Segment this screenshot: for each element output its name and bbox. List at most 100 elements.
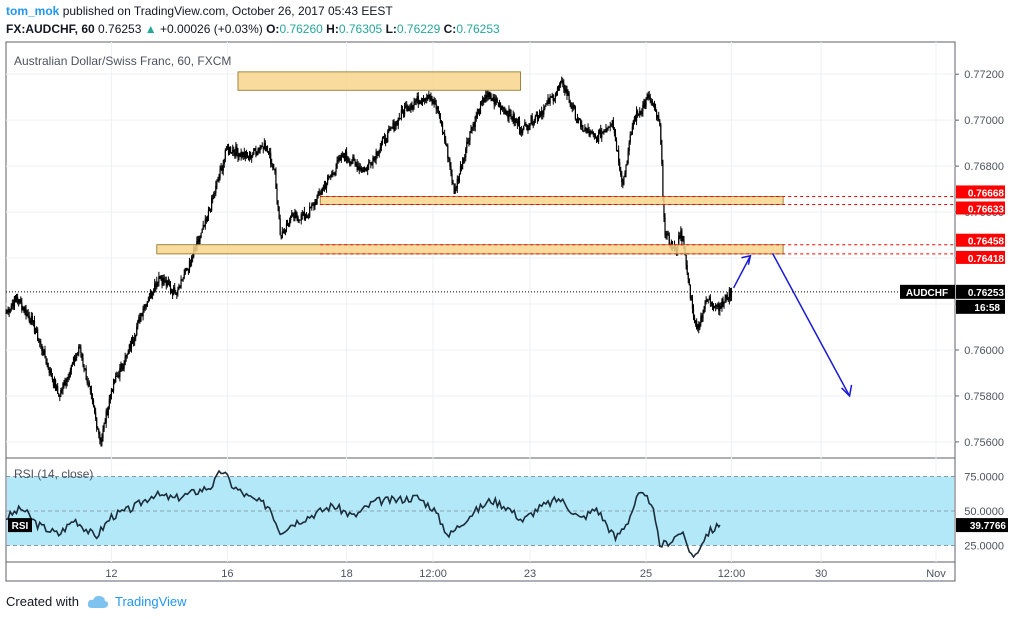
candle — [273, 163, 275, 171]
candle-body — [46, 363, 48, 364]
rsi-tick-label: 25.0000 — [964, 540, 1004, 552]
candle-body — [707, 299, 709, 301]
tradingview-brand[interactable]: TradingView — [114, 594, 187, 609]
candle-body — [499, 103, 502, 110]
ohlc-line: FX:AUDCHF, 60 0.76253 ▲ +0.00026 (+0.03%… — [6, 22, 500, 36]
candle — [474, 115, 476, 132]
candle — [556, 86, 559, 96]
candle — [467, 138, 469, 145]
candle-body — [545, 103, 547, 107]
high-value: 0.76305 — [338, 22, 383, 36]
candle — [116, 371, 118, 377]
candle-body — [418, 100, 420, 105]
candle — [715, 302, 717, 312]
candle-body — [342, 154, 345, 157]
candle — [48, 366, 50, 377]
candle-body — [700, 316, 702, 324]
candle — [207, 206, 210, 221]
candle-body — [34, 331, 37, 333]
candle-body — [174, 287, 176, 293]
candle-body — [40, 342, 42, 345]
candle-body — [209, 210, 212, 212]
candle-body — [724, 298, 726, 303]
candle — [478, 108, 481, 117]
candle-body — [186, 269, 188, 271]
candle-body — [456, 178, 458, 189]
candle-body — [153, 292, 155, 294]
candle-body — [482, 97, 484, 102]
candle — [139, 312, 141, 324]
author-name[interactable]: tom_mok — [6, 4, 60, 18]
candle-body — [439, 116, 442, 124]
candle — [181, 279, 183, 282]
candle — [38, 337, 40, 343]
candle — [162, 274, 164, 286]
candle — [106, 407, 108, 416]
candle — [725, 294, 727, 303]
candle — [26, 309, 28, 317]
candle-body — [269, 152, 271, 154]
candle-body — [323, 184, 326, 187]
candle — [295, 210, 297, 219]
candle — [647, 91, 649, 101]
candle-body — [716, 305, 718, 307]
candle-body — [417, 96, 419, 105]
candle — [580, 118, 582, 130]
candle — [419, 100, 421, 105]
candle-body — [117, 375, 119, 377]
candle — [513, 112, 515, 127]
candle — [418, 99, 420, 105]
candle-body — [52, 379, 55, 386]
candle — [172, 288, 174, 299]
candle-body — [375, 151, 377, 160]
candle-body — [565, 89, 567, 92]
candle — [311, 202, 313, 211]
candle-body — [641, 111, 643, 114]
candle — [489, 91, 491, 100]
candle-body — [340, 154, 342, 161]
candle-body — [705, 301, 707, 303]
candle-body — [176, 292, 178, 295]
candle — [303, 206, 306, 221]
candle — [225, 145, 227, 151]
candle-body — [546, 102, 548, 104]
candle-body — [81, 352, 83, 358]
candle-body — [431, 96, 433, 102]
candle-body — [16, 297, 19, 300]
candle — [538, 109, 541, 119]
candle-body — [566, 89, 568, 96]
candle — [145, 303, 147, 310]
candle — [310, 206, 312, 209]
candle-body — [536, 114, 539, 119]
candle — [293, 212, 295, 222]
candle-body — [231, 152, 233, 154]
candle — [503, 106, 505, 115]
candle — [449, 157, 451, 171]
candle-body — [22, 307, 24, 310]
candle — [184, 267, 186, 275]
candle — [348, 156, 350, 163]
candle — [410, 102, 412, 113]
candle-body — [172, 290, 174, 295]
candle-body — [454, 187, 456, 194]
rsi-value-badge — [956, 518, 1008, 533]
candle-body — [502, 106, 504, 109]
candle — [289, 217, 291, 228]
candle-body — [48, 368, 50, 374]
candle-body — [492, 97, 494, 101]
candle — [544, 105, 546, 111]
candle — [644, 99, 646, 110]
candle-body — [695, 320, 697, 323]
candle — [476, 108, 478, 119]
candle — [547, 94, 549, 106]
candle-body — [730, 291, 733, 298]
candle-body — [723, 302, 725, 304]
candle — [81, 352, 83, 361]
candle — [506, 110, 508, 117]
candle-body — [347, 158, 349, 161]
candle — [200, 232, 202, 239]
candle — [464, 154, 466, 164]
zone-rect — [319, 196, 784, 205]
candle — [15, 293, 18, 303]
